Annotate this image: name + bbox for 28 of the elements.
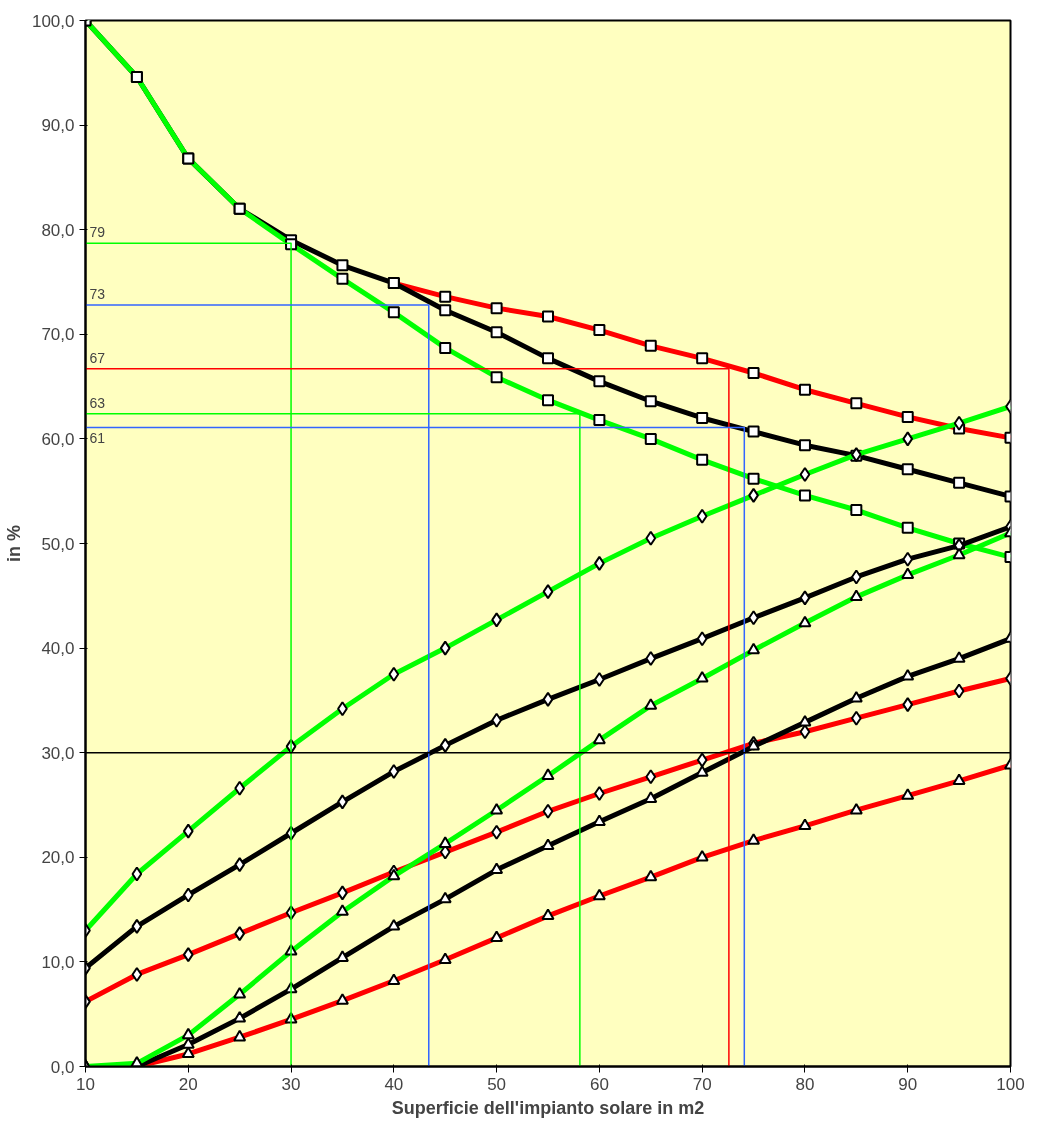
x-tick-label: 80: [795, 1074, 815, 1094]
x-tick-label: 10: [76, 1074, 95, 1094]
x-tick-label: 30: [281, 1074, 301, 1094]
x-axis-title: Superficie dell'impianto solare in m2: [391, 1097, 705, 1118]
x-tick-label: 50: [487, 1074, 507, 1094]
y-axis-title: in %: [3, 524, 24, 562]
y-tick-label: 100,0: [31, 11, 75, 31]
y-tick-label: 40,0: [41, 639, 75, 659]
annotation: 79: [89, 224, 106, 241]
y-tick-label: 70,0: [41, 325, 75, 345]
y-tick-label: 20,0: [41, 848, 75, 868]
x-tick-label: 70: [692, 1074, 712, 1094]
y-tick-label: 60,0: [41, 429, 75, 449]
y-tick-label: 0,0: [50, 1057, 75, 1077]
y-tick-label: 50,0: [41, 534, 75, 554]
annotation: 63: [89, 394, 106, 411]
x-tick-label: 40: [384, 1074, 404, 1094]
annotation: 61: [89, 430, 106, 447]
annotation: 67: [89, 349, 106, 366]
y-tick-label: 10,0: [41, 952, 75, 972]
annotation: 73: [89, 286, 106, 303]
x-tick-label: 90: [898, 1074, 918, 1094]
x-tick-label: 60: [589, 1074, 609, 1094]
y-tick-label: 80,0: [41, 220, 75, 240]
x-tick-label: 100: [996, 1074, 1025, 1094]
x-tick-label: 20: [178, 1074, 198, 1094]
y-tick-label: 90,0: [41, 116, 75, 136]
y-tick-label: 30,0: [41, 743, 75, 763]
